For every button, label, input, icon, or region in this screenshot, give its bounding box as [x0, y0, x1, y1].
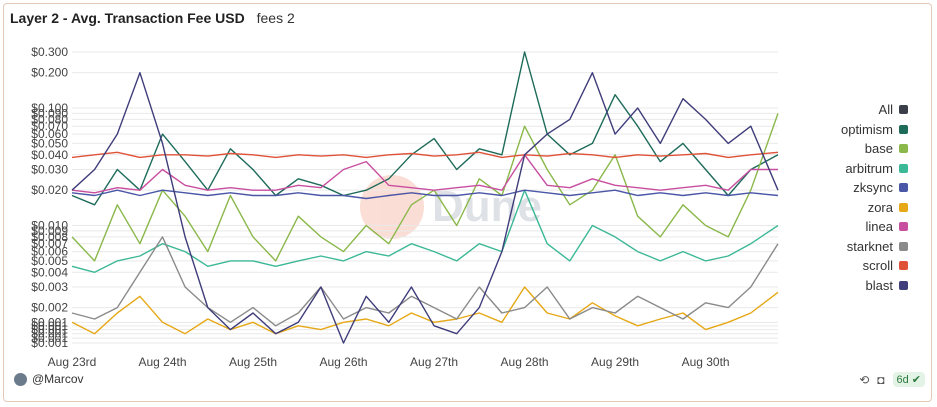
y-tick-label: $0.300 — [31, 45, 68, 59]
series-line-zora — [71, 286, 779, 335]
y-tick-label: $0.009 — [31, 224, 68, 238]
legend-label: base — [864, 141, 893, 157]
legend-swatch — [899, 183, 908, 193]
series-line-starknet — [71, 236, 779, 327]
x-tick-label: Aug 30th — [682, 355, 730, 369]
legend-item-scroll[interactable]: scroll — [780, 256, 908, 276]
y-tick-label: $0.001 — [31, 323, 68, 337]
refresh-icon[interactable]: ⟲ — [859, 372, 870, 387]
legend-item-All[interactable]: All — [780, 100, 908, 120]
check-circle-icon: ✔ — [911, 374, 921, 386]
x-tick-label: Aug 26th — [320, 355, 368, 369]
x-tick-label: Aug 28th — [501, 355, 549, 369]
legend-swatch — [899, 105, 908, 115]
legend-swatch — [899, 202, 908, 212]
y-tick-label: $0.005 — [31, 254, 68, 268]
x-tick-label: Aug 29th — [591, 355, 639, 369]
legend-swatch — [899, 124, 908, 134]
y-tick-label: $0.008 — [31, 230, 68, 244]
y-tick-label: $0.001 — [31, 331, 68, 345]
legend-item-blast[interactable]: blast — [780, 276, 908, 296]
y-tick-label: $0.100 — [31, 101, 68, 115]
y-tick-label: $0.040 — [31, 148, 68, 162]
y-tick-label: $0.050 — [31, 136, 68, 150]
age-label: 6d — [896, 373, 909, 386]
legend-swatch — [899, 144, 908, 154]
series-line-linea — [71, 154, 778, 194]
author-footer[interactable]: @Marcov — [14, 372, 84, 386]
footer-actions: ⟲ ◘ 6d ✔ — [859, 372, 925, 387]
series-line-blast — [71, 71, 779, 344]
legend-label: optimism — [840, 121, 893, 137]
y-tick-label: $0.001 — [31, 336, 68, 350]
y-tick-label: $0.200 — [31, 66, 68, 80]
y-tick-label: $0.090 — [31, 106, 68, 120]
legend-swatch — [899, 280, 908, 290]
avatar — [14, 372, 27, 386]
chart-header: Layer 2 - Avg. Transaction Fee USD fees … — [10, 10, 295, 26]
legend-label: All — [878, 102, 893, 118]
legend-swatch — [899, 261, 908, 271]
y-tick-label: $0.007 — [31, 237, 68, 251]
y-tick-label: $0.006 — [31, 245, 68, 259]
x-tick-label: Aug 24th — [138, 355, 186, 369]
series-line-base — [71, 113, 779, 262]
y-tick-label: $0.002 — [31, 301, 68, 315]
series-line-optimism — [71, 51, 779, 206]
y-tick-label: $0.004 — [31, 265, 68, 279]
camera-icon[interactable]: ◘ — [877, 372, 885, 387]
legend-item-linea[interactable]: linea — [780, 217, 908, 237]
y-tick-label: $0.001 — [31, 319, 68, 333]
legend-item-zora[interactable]: zora — [780, 198, 908, 218]
y-tick-label: $0.080 — [31, 112, 68, 126]
y-tick-label: $0.020 — [31, 183, 68, 197]
series-line-arbitrum — [71, 189, 779, 273]
status-badge[interactable]: 6d ✔ — [892, 372, 925, 387]
legend-label: starknet — [846, 238, 893, 254]
y-tick-label: $0.070 — [31, 119, 68, 133]
legend-label: zksync — [853, 180, 893, 196]
legend-item-optimism[interactable]: optimism — [780, 120, 908, 140]
legend-label: zora — [867, 199, 893, 215]
chart-title: Layer 2 - Avg. Transaction Fee USD — [10, 10, 245, 26]
legend-swatch — [899, 222, 908, 232]
legend-label: blast — [865, 277, 893, 293]
legend-label: linea — [865, 219, 893, 235]
legend-swatch — [899, 163, 908, 173]
legend-label: scroll — [862, 258, 893, 274]
y-tick-label: $0.030 — [31, 162, 68, 176]
author-name: @Marcov — [32, 372, 84, 386]
y-tick-label: $0.060 — [31, 127, 68, 141]
y-tick-label: $0.010 — [31, 219, 68, 233]
chart-subtitle: fees 2 — [256, 10, 295, 26]
legend-swatch — [899, 241, 908, 251]
x-tick-label: Aug 25th — [229, 355, 277, 369]
legend-item-base[interactable]: base — [780, 139, 908, 159]
series-line-scroll — [71, 151, 779, 159]
legend-item-zksync[interactable]: zksync — [780, 178, 908, 198]
y-tick-label: $0.003 — [31, 280, 68, 294]
x-tick-label: Aug 27th — [410, 355, 458, 369]
x-tick-label: Aug 23rd — [48, 355, 97, 369]
series-line-zksync — [71, 189, 779, 200]
y-tick-label: $0.001 — [31, 327, 68, 341]
legend-item-starknet[interactable]: starknet — [780, 237, 908, 257]
y-tick-label: $0.001 — [31, 315, 68, 329]
chart-legend: All optimism base arbitrum zksync zora linea st… — [780, 100, 908, 295]
legend-label: arbitrum — [845, 160, 893, 176]
legend-item-arbitrum[interactable]: arbitrum — [780, 159, 908, 179]
